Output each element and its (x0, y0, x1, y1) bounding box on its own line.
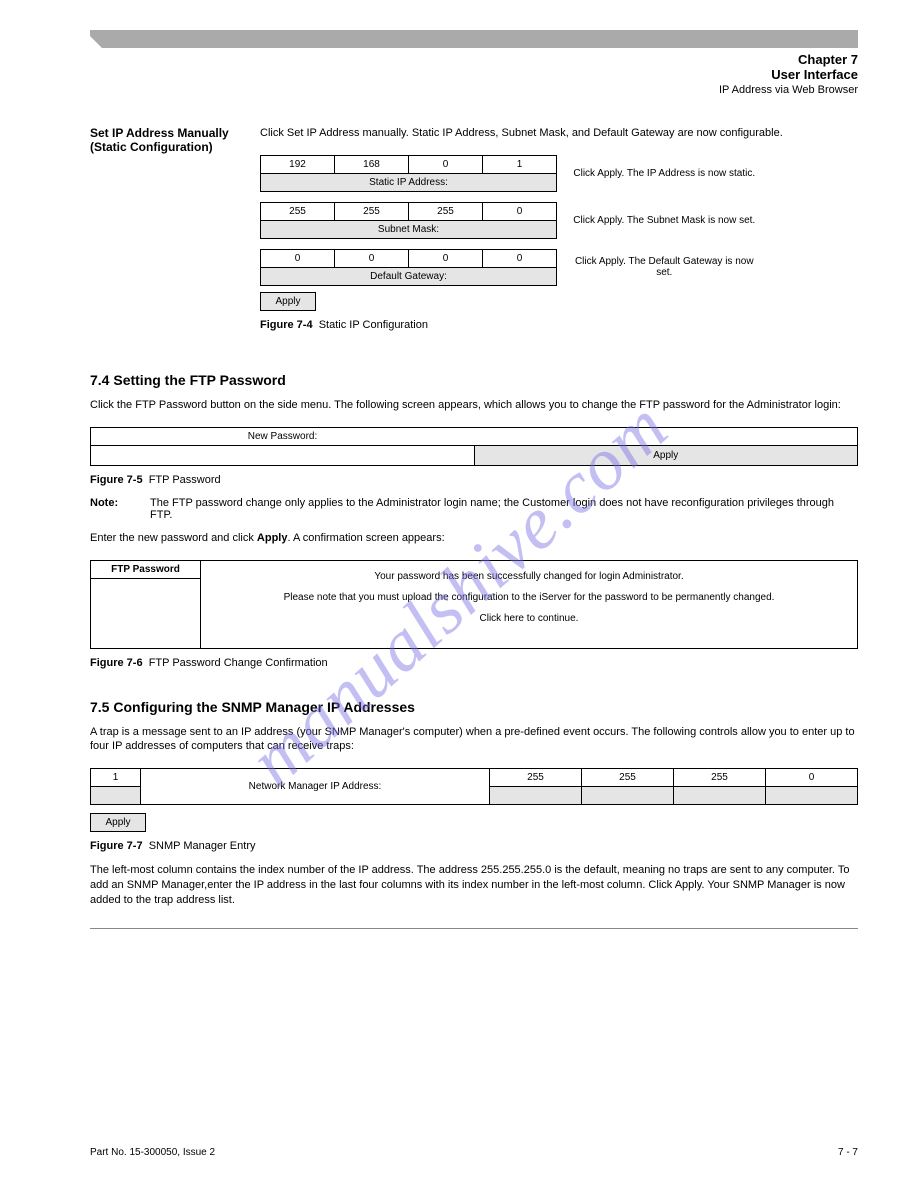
mask-byte-1: 255 (261, 202, 335, 220)
snmp-section-title: 7.5 Configuring the SNMP Manager IP Addr… (90, 699, 858, 715)
snmp-b2: 255 (582, 769, 674, 787)
fig3-text: FTP Password Change Confirmation (149, 657, 328, 669)
gw-byte-4: 0 (483, 249, 557, 267)
footer-left: Part No. 15-300050, Issue 2 (90, 1147, 215, 1158)
gw-label: Default Gateway: (261, 267, 557, 285)
chapter-title: User Interface (90, 67, 858, 82)
snmp-apply-button[interactable]: Apply (90, 813, 146, 832)
ftp-note-text: The FTP password change only applies to … (150, 497, 858, 521)
fig3-label: Figure 7-6 (90, 657, 143, 669)
gw-byte-1: 0 (261, 249, 335, 267)
fig4-text: SNMP Manager Entry (149, 840, 256, 852)
mask-byte-3: 255 (409, 202, 483, 220)
ip-tip: Click Apply. The IP Address is now stati… (557, 155, 767, 191)
gateway-table: 0 0 0 0 Click Apply. The Default Gateway… (260, 249, 767, 286)
snmp-label: Network Manager IP Address: (141, 769, 490, 805)
ftp-confirm-line1: Your password has been successfully chan… (211, 569, 847, 584)
apply-ip-label: Apply (261, 292, 316, 310)
snmp-apply-label: Apply (91, 814, 146, 832)
ip-byte-3: 0 (409, 155, 483, 173)
gw-tip: Click Apply. The Default Gateway is now … (557, 249, 767, 285)
ip-byte-1: 192 (261, 155, 335, 173)
ftp-apply-button[interactable]: Apply (474, 445, 858, 465)
snmp-manager-table: 1 Network Manager IP Address: 255 255 25… (90, 768, 858, 805)
fig2-text: FTP Password (149, 474, 221, 486)
ftp-para2: Enter the new password and click Apply. … (90, 531, 858, 546)
snmp-para2: The left-most column contains the index … (90, 863, 858, 908)
ip-byte-4: 1 (483, 155, 557, 173)
gw-byte-2: 0 (335, 249, 409, 267)
chapter-subtitle: IP Address via Web Browser (90, 84, 858, 96)
mask-byte-2: 255 (335, 202, 409, 220)
ftp-password-table: New Password: Apply (90, 427, 858, 466)
snmp-b4: 0 (766, 769, 858, 787)
ip-config-heading: Set IP Address Manually (Static Configur… (90, 126, 260, 342)
note-label: Note: (90, 497, 150, 521)
snmp-intro: A trap is a message sent to an IP addres… (90, 725, 858, 755)
page-footer: Part No. 15-300050, Issue 2 7 - 7 (90, 1147, 858, 1158)
mask-label: Subnet Mask: (261, 220, 557, 238)
ip-address-table: 192 168 0 1 Click Apply. The IP Address … (260, 155, 767, 192)
chapter-header: Chapter 7 User Interface IP Address via … (90, 52, 858, 96)
chapter-number: Chapter 7 (90, 52, 858, 67)
mask-byte-4: 0 (483, 202, 557, 220)
ftp-confirm-box: FTP Password Your password has been succ… (90, 560, 858, 649)
snmp-b1: 255 (490, 769, 582, 787)
subnet-table: 255 255 255 0 Click Apply. The Subnet Ma… (260, 202, 767, 239)
footer-divider (90, 928, 858, 929)
mask-tip: Click Apply. The Subnet Mask is now set. (557, 202, 767, 238)
gw-byte-3: 0 (409, 249, 483, 267)
ftp-intro: Click the FTP Password button on the sid… (90, 398, 858, 413)
ftp-section-title: 7.4 Setting the FTP Password (90, 372, 858, 388)
ftp-pw-input[interactable] (91, 445, 475, 465)
fig1-label: Figure 7-4 (260, 319, 313, 331)
snmp-idx: 1 (91, 769, 141, 787)
snmp-b3: 255 (674, 769, 766, 787)
fig1-text: Static IP Configuration (319, 319, 428, 331)
ftp-confirm-line2: Please note that you must upload the con… (211, 590, 847, 605)
header-divider (90, 30, 858, 48)
ip-config-intro: Click Set IP Address manually. Static IP… (260, 126, 858, 141)
ftp-confirm-header: FTP Password (91, 560, 201, 578)
apply-ip-button[interactable]: Apply (260, 292, 316, 311)
fig4-label: Figure 7-7 (90, 840, 143, 852)
footer-right: 7 - 7 (838, 1147, 858, 1158)
fig2-label: Figure 7-5 (90, 474, 143, 486)
ftp-confirm-line3: Click here to continue. (211, 611, 847, 626)
ip-label: Static IP Address: (261, 173, 557, 191)
ip-byte-2: 168 (335, 155, 409, 173)
ftp-pw-label: New Password: (91, 427, 475, 445)
